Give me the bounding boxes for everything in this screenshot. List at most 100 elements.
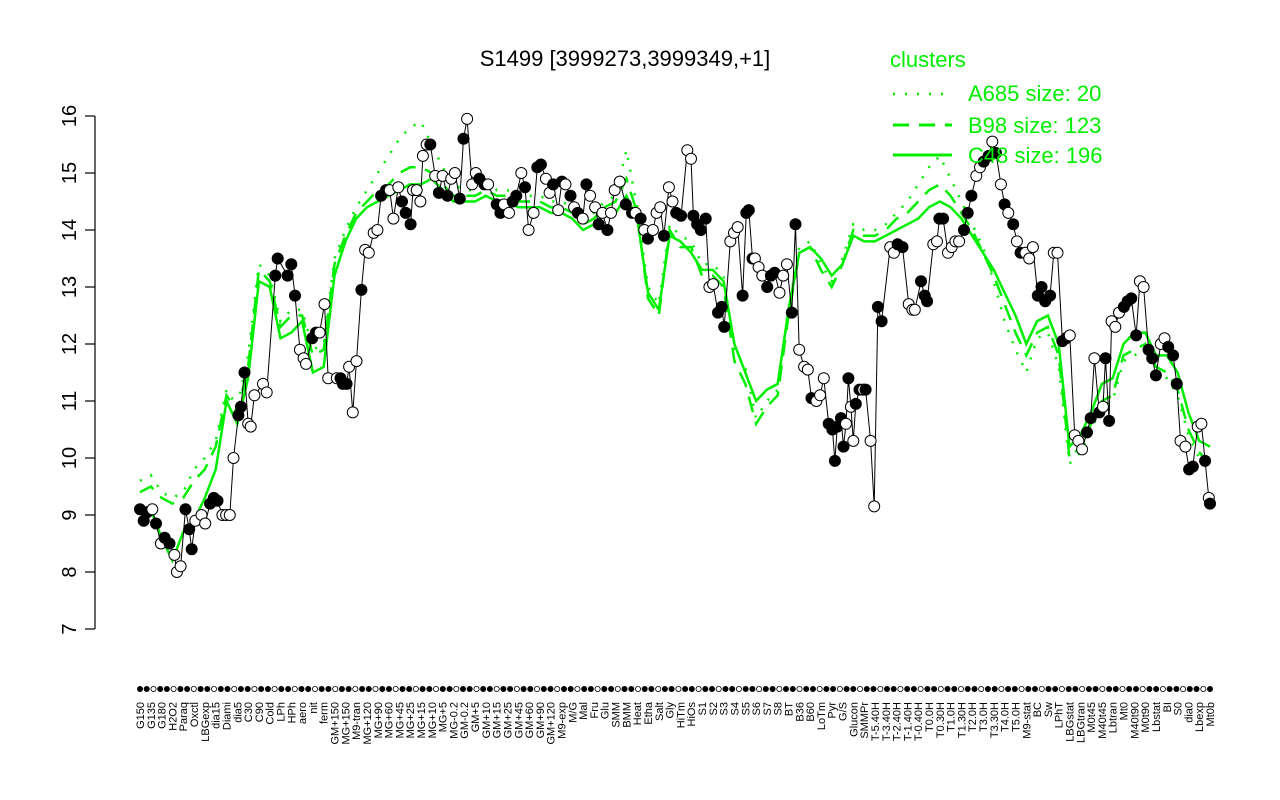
series-line-dotted <box>139 119 1211 500</box>
x-marker <box>507 686 514 693</box>
data-point <box>281 269 294 282</box>
data-point <box>840 417 852 430</box>
x-marker <box>655 686 662 693</box>
x-marker <box>136 686 143 693</box>
x-marker <box>904 686 911 693</box>
x-tick-label: Mt0b <box>1205 702 1217 726</box>
x-tick-label: GM+90 <box>535 702 547 738</box>
x-tick-label: Lbexp <box>1194 702 1206 732</box>
data-point <box>174 560 187 573</box>
x-marker <box>231 686 238 693</box>
x-tick-label: BI <box>1162 702 1174 712</box>
data-point <box>1035 281 1048 293</box>
x-marker <box>419 686 426 693</box>
x-marker <box>702 686 709 693</box>
x-marker <box>1200 686 1207 693</box>
data-point <box>414 195 427 208</box>
x-tick-label: M0t90 <box>1140 702 1152 733</box>
x-tick-label: MG+5 <box>438 702 450 732</box>
x-tick-label: T-2.40H <box>892 702 904 741</box>
x-marker <box>412 686 419 693</box>
data-point <box>634 212 647 225</box>
data-point <box>461 112 474 125</box>
x-tick-label: BC <box>1032 702 1044 717</box>
data-point <box>1186 460 1199 473</box>
x-marker <box>857 686 864 693</box>
x-tick-label: MG+45 <box>394 702 406 738</box>
x-tick-label: S6 <box>751 702 763 715</box>
x-marker <box>197 686 204 693</box>
x-marker <box>500 686 507 693</box>
data-point <box>1051 246 1064 259</box>
x-marker <box>534 686 541 693</box>
x-marker <box>648 686 655 693</box>
x-marker <box>1166 686 1173 693</box>
x-tick-label: T3.0H <box>978 702 990 732</box>
x-tick-label: MG+60 <box>384 702 396 738</box>
data-point <box>1170 377 1183 390</box>
data-point <box>592 218 605 231</box>
y-tick-label: 16 <box>59 105 81 127</box>
x-marker <box>486 686 493 693</box>
x-tick-label: GM+25 <box>503 702 515 738</box>
legend: clusters A685 size: 20 B98 size: 123 C48… <box>890 47 1103 168</box>
x-marker <box>258 686 265 693</box>
data-point <box>1026 241 1039 254</box>
x-marker <box>291 686 298 693</box>
x-marker <box>406 686 413 693</box>
x-tick-label: C90 <box>254 702 266 722</box>
data-point <box>875 315 888 328</box>
x-marker <box>204 686 211 693</box>
x-marker <box>917 686 924 693</box>
x-marker <box>264 686 271 693</box>
data-point <box>715 300 728 313</box>
x-marker <box>1153 686 1160 693</box>
x-tick-label: LBGstat <box>1065 702 1077 742</box>
x-marker <box>695 686 702 693</box>
x-tick-label: H2O2 <box>167 702 179 731</box>
data-point <box>1103 414 1116 427</box>
x-marker <box>614 686 621 693</box>
x-marker <box>877 686 884 693</box>
data-point <box>234 400 247 413</box>
data-point <box>801 363 814 376</box>
x-marker <box>587 686 594 693</box>
x-tick-label: M9-stat <box>1021 702 1033 739</box>
data-point <box>1195 417 1208 430</box>
x-marker <box>426 686 433 693</box>
x-marker <box>688 686 695 693</box>
data-point <box>410 184 423 197</box>
x-marker <box>621 686 628 693</box>
x-marker <box>1106 686 1113 693</box>
data-point <box>519 181 531 194</box>
x-marker <box>601 686 608 693</box>
data-point <box>559 178 572 191</box>
data-point <box>1081 426 1093 439</box>
x-marker <box>715 686 722 693</box>
x-marker <box>480 686 487 693</box>
x-tick-label: Lbstat <box>1151 702 1163 732</box>
x-marker <box>991 686 998 693</box>
data-point <box>269 269 282 282</box>
x-marker <box>870 686 877 693</box>
x-marker <box>796 686 803 693</box>
data-point <box>1088 352 1101 365</box>
data-point <box>346 406 359 419</box>
data-point <box>179 503 192 516</box>
data-point <box>990 147 1002 159</box>
x-tick-label: GM+10 <box>481 702 493 738</box>
x-marker <box>574 686 581 693</box>
x-tick-label: GM+5 <box>470 702 482 732</box>
data-point <box>789 218 802 231</box>
data-point <box>1146 352 1159 365</box>
x-marker <box>345 686 352 693</box>
data-point <box>503 206 515 219</box>
x-tick-label: Paraq <box>178 702 190 731</box>
data-point <box>666 195 679 208</box>
x-tick-label: T0.0H <box>924 702 936 732</box>
data-point <box>1125 292 1138 305</box>
data-point <box>227 452 240 464</box>
x-marker <box>251 686 258 693</box>
data-point <box>441 189 454 202</box>
x-tick-label: BT <box>784 702 796 716</box>
